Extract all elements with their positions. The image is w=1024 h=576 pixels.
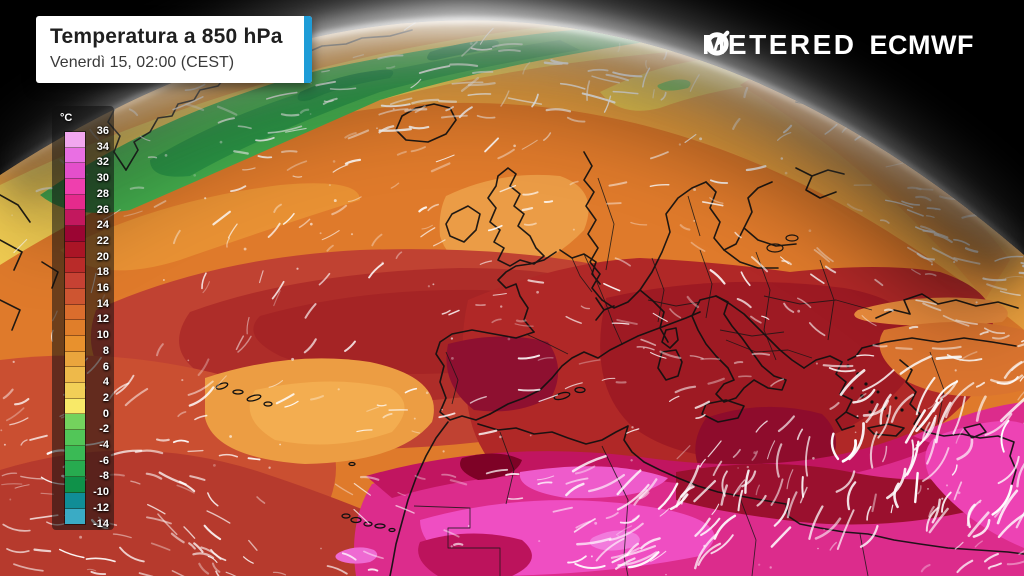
legend-cell [65, 508, 85, 525]
legend-cell [65, 461, 85, 478]
legend-cell [65, 163, 85, 180]
legend-tick-label: 10 [96, 329, 109, 342]
legend-tick-label: 24 [96, 219, 109, 232]
legend-cell [65, 132, 85, 148]
forecast-title-card: Temperatura a 850 hPa Venerdì 15, 02:00 … [36, 16, 312, 83]
legend-tick-label: 8 [102, 344, 109, 357]
legend-tick-label: 16 [96, 282, 109, 294]
legend-cell [65, 147, 85, 164]
legend-tick-label: 0 [102, 407, 109, 420]
legend-tick-label: -2 [99, 423, 109, 436]
legend-tick-label: 34 [96, 140, 109, 153]
legend-cell [65, 273, 85, 289]
legend-cell [65, 288, 85, 305]
legend-cell [65, 398, 85, 415]
legend-cell [65, 477, 85, 493]
legend-tick-label: -10 [93, 486, 109, 499]
legend-cell [65, 445, 85, 462]
brand-lockup: METE RED ECMWF [702, 29, 974, 61]
country-borders [413, 177, 945, 576]
legend-cell [65, 383, 85, 399]
legend-cell [65, 304, 85, 321]
legend-tick-label: 14 [96, 297, 109, 310]
legend-cell [65, 335, 85, 352]
legend-cell [65, 241, 85, 258]
legend-tick-label: 6 [102, 360, 109, 373]
atmosphere-glow [0, 0, 1024, 282]
legend-cell [65, 430, 85, 446]
legend-cell [65, 351, 85, 368]
legend-tick-label: -14 [93, 517, 109, 530]
legend-panel: °C 36 34 32 30 28 26 24 22 20 18 16 14 12 10 8 6 4 2 0 -2 -4… [52, 106, 114, 530]
ecmwf-rings-icon [705, 32, 726, 56]
legend-tick-label: 36 [96, 125, 109, 137]
meteored-logo: METE RED [702, 29, 856, 61]
meteored-text-suffix: RED [789, 29, 857, 60]
legend-cell [65, 492, 85, 509]
legend-unit-label: °C [60, 112, 73, 124]
legend-cell [65, 320, 85, 336]
legend-tick-label: -6 [99, 454, 109, 467]
legend-cell [65, 226, 85, 242]
island-outlines [215, 382, 586, 533]
legend-tick-label: 2 [102, 391, 109, 404]
legend-tick-label: 32 [96, 156, 109, 169]
legend-tick-label: 18 [96, 266, 109, 279]
legend-cell [65, 257, 85, 274]
accent-bar [304, 16, 312, 83]
legend-tick-label: 26 [96, 203, 109, 216]
legend-cell [65, 179, 85, 195]
legend-tick-label: 20 [96, 250, 109, 263]
legend-cell [65, 414, 85, 431]
legend-tick-label: 28 [96, 187, 109, 200]
legend-tick-label: 12 [96, 313, 109, 326]
legend-tick-label: -4 [99, 439, 109, 451]
ecmwf-logo: ECMWF [705, 29, 974, 61]
legend-cell [65, 367, 85, 383]
legend-cell [65, 210, 85, 227]
legend-color-bar [64, 131, 86, 526]
legend-tick-label: 22 [96, 234, 109, 247]
legend-tick-label: 4 [102, 376, 109, 389]
coastlines [0, 29, 1024, 576]
legend-cell [65, 194, 85, 211]
ecmwf-text: ECMWF [869, 29, 974, 60]
map-title: Temperatura a 850 hPa [50, 25, 283, 48]
legend-tick-label: -8 [99, 470, 109, 483]
map-valid-time: Venerdì 15, 02:00 (CEST) [50, 54, 235, 71]
legend-tick-label: 30 [96, 172, 109, 185]
legend-tick-label: -12 [93, 501, 109, 514]
